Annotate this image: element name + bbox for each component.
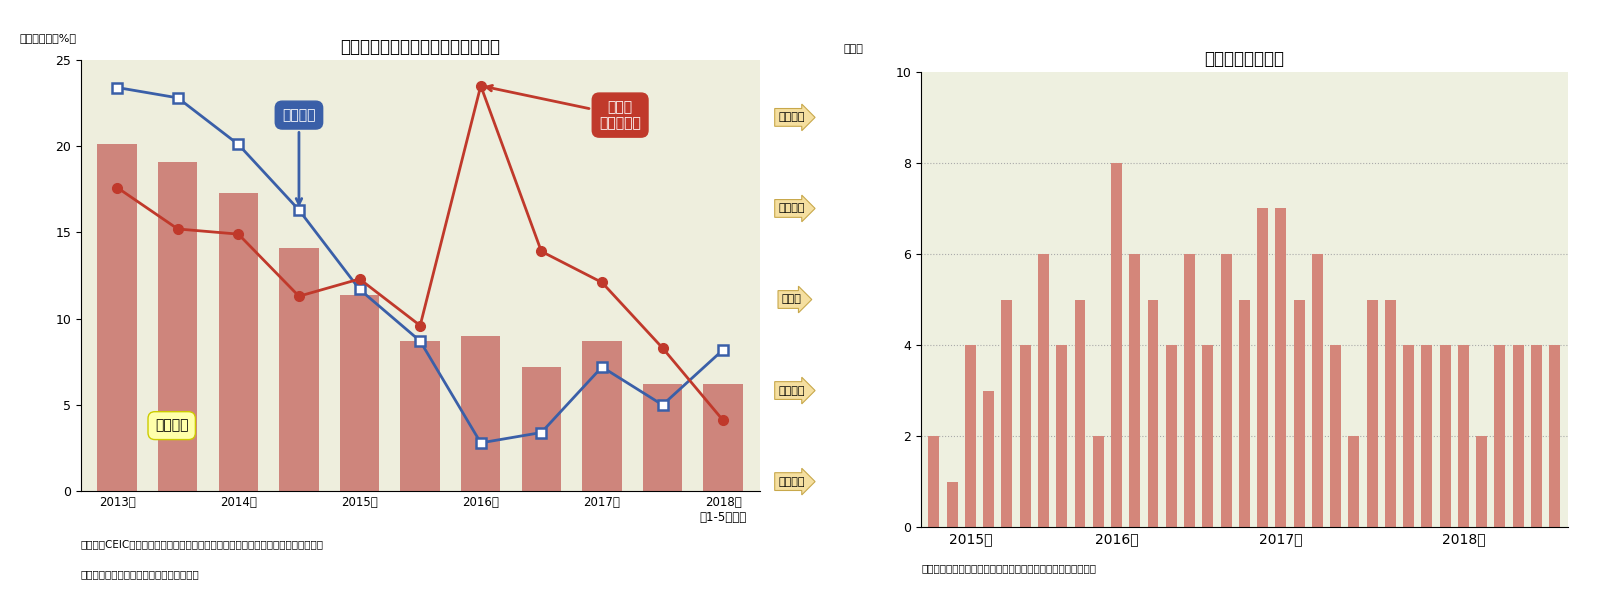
Title: 景気評価点の推移: 景気評価点の推移 bbox=[1204, 50, 1285, 68]
Bar bbox=[1477, 436, 1487, 527]
Text: やや減速: やや減速 bbox=[779, 386, 805, 395]
Text: 横ばい: 横ばい bbox=[782, 295, 802, 304]
Text: （資料）各種公表データを元にニッセイ基礎研究所で独自作成: （資料）各種公表データを元にニッセイ基礎研究所で独自作成 bbox=[921, 563, 1096, 573]
Text: （資料）CEIC（出所は中国国家統計局）のデータを元にニッセイ基礎研究所で推定: （資料）CEIC（出所は中国国家統計局）のデータを元にニッセイ基礎研究所で推定 bbox=[81, 539, 323, 549]
Title: 固定資産投資（国有と民間）の推移: 固定資産投資（国有と民間）の推移 bbox=[339, 38, 501, 56]
Bar bbox=[1002, 300, 1012, 527]
Bar bbox=[643, 384, 682, 491]
Bar bbox=[947, 482, 958, 527]
Bar bbox=[522, 367, 561, 491]
Bar bbox=[1550, 345, 1559, 527]
Bar bbox=[1440, 345, 1451, 527]
Bar bbox=[218, 193, 259, 491]
Bar bbox=[1495, 345, 1506, 527]
Bar bbox=[965, 345, 976, 527]
Bar bbox=[1275, 208, 1286, 527]
Bar bbox=[1385, 300, 1396, 527]
Bar bbox=[1239, 300, 1249, 527]
Text: （点）: （点） bbox=[844, 44, 863, 54]
Bar bbox=[158, 162, 197, 491]
Text: （注）累計で公表されるデータを元に推定: （注）累計で公表されるデータを元に推定 bbox=[81, 569, 199, 579]
Bar bbox=[1330, 345, 1341, 527]
Bar bbox=[1130, 254, 1141, 527]
Bar bbox=[1092, 436, 1104, 527]
Text: 民間企業: 民間企業 bbox=[283, 108, 315, 204]
Bar bbox=[1367, 300, 1377, 527]
Bar bbox=[1057, 345, 1067, 527]
Bar bbox=[1075, 300, 1086, 527]
Bar bbox=[1020, 345, 1031, 527]
Bar bbox=[983, 391, 994, 527]
Text: （前年同月比%）: （前年同月比%） bbox=[19, 33, 76, 43]
Bar bbox=[703, 384, 743, 491]
Text: やや加速: やや加速 bbox=[779, 204, 805, 213]
Bar bbox=[1348, 436, 1359, 527]
Bar bbox=[1257, 208, 1269, 527]
Bar bbox=[1202, 345, 1214, 527]
Bar bbox=[1530, 345, 1542, 527]
Bar bbox=[401, 341, 440, 491]
Bar bbox=[1458, 345, 1469, 527]
Bar bbox=[1312, 254, 1324, 527]
Text: 投資全体: 投資全体 bbox=[155, 419, 189, 432]
Bar bbox=[1165, 345, 1176, 527]
Bar bbox=[97, 144, 137, 491]
Text: 景気減速: 景気減速 bbox=[779, 477, 805, 486]
Bar bbox=[1112, 163, 1122, 527]
Bar bbox=[1147, 300, 1159, 527]
Bar bbox=[929, 436, 939, 527]
Text: 景気加速: 景気加速 bbox=[779, 113, 805, 122]
Bar bbox=[1220, 254, 1231, 527]
Bar bbox=[1037, 254, 1049, 527]
Bar bbox=[582, 341, 622, 491]
Bar bbox=[1185, 254, 1194, 527]
Bar bbox=[1403, 345, 1414, 527]
Bar bbox=[1513, 345, 1524, 527]
Bar bbox=[1294, 300, 1304, 527]
Bar bbox=[1422, 345, 1432, 527]
Text: 国有・
持ち株企業: 国有・ 持ち株企業 bbox=[486, 86, 642, 130]
Bar bbox=[461, 336, 501, 491]
Bar bbox=[339, 295, 380, 491]
Bar bbox=[280, 248, 318, 491]
